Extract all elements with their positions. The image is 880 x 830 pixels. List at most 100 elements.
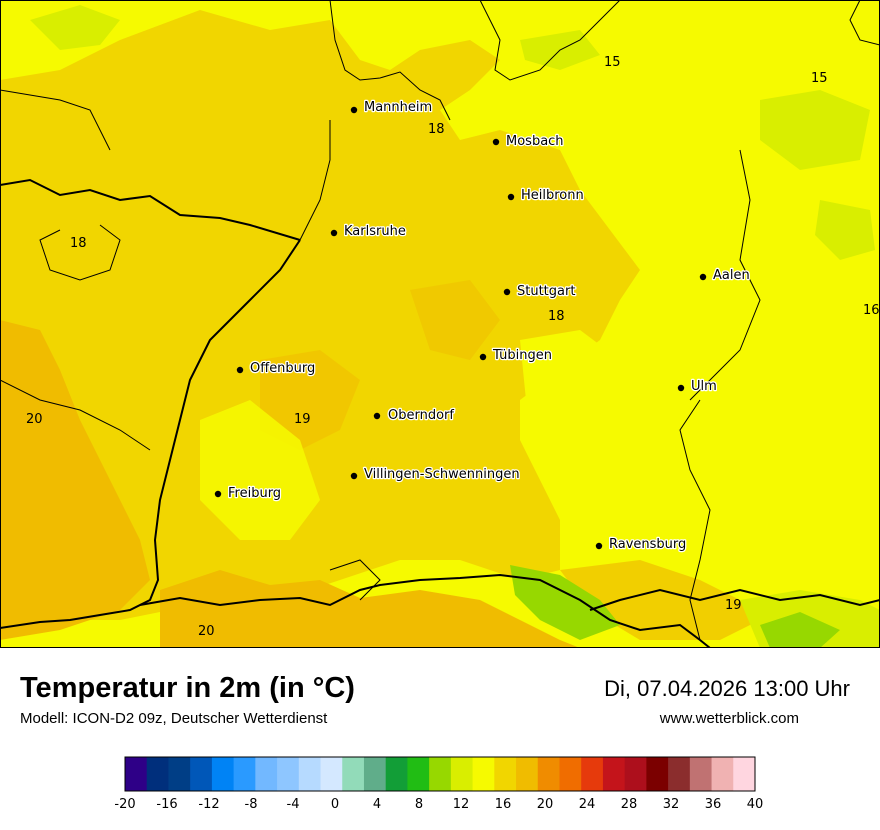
legend-swatch <box>602 757 626 791</box>
legend-swatch <box>342 757 365 791</box>
city-dot <box>350 472 358 480</box>
city-dot <box>373 412 381 420</box>
city-label: Mosbach <box>506 134 564 149</box>
city-label: Freiburg <box>228 486 281 501</box>
city-stuttgart: Stuttgart <box>503 283 577 300</box>
legend-tick-label: -12 <box>198 797 219 812</box>
legend-swatch <box>668 757 691 791</box>
map-title: Temperatur in 2m (in °C) <box>20 672 355 704</box>
city-label: Ravensburg <box>609 537 686 552</box>
city-dot <box>492 138 500 146</box>
website-link[interactable]: www.wetterblick.com <box>659 710 799 727</box>
legend-swatch <box>320 757 343 791</box>
isoline-label: 18 <box>70 236 87 251</box>
legend-swatch <box>363 757 387 791</box>
temperature-zone-19b <box>410 280 500 360</box>
legend-swatch <box>733 757 756 791</box>
legend-swatch <box>559 757 582 791</box>
cool-patch-alps <box>510 565 620 640</box>
city-dot <box>236 366 244 374</box>
city-dot <box>350 106 358 114</box>
city-dot <box>677 384 685 392</box>
legend-swatches <box>125 757 756 791</box>
legend-swatch <box>298 757 322 791</box>
temperature-zone-16-black-forest <box>200 400 320 540</box>
temperature-zone-20 <box>0 320 150 640</box>
legend-tick-label: 0 <box>331 797 339 812</box>
isoline-label: 19 <box>294 412 311 427</box>
city-label: Heilbronn <box>521 188 584 203</box>
city-freiburg: Freiburg <box>214 485 282 502</box>
cool-patch-alps-deep <box>760 612 840 648</box>
isoline-label: 18 <box>428 122 445 137</box>
legend-swatch <box>211 757 235 791</box>
isoline-label: 20 <box>26 412 43 427</box>
temperature-zone-19 <box>260 350 360 450</box>
city-offenburg: Offenburg <box>236 360 317 377</box>
legend-tick-label: 28 <box>621 797 638 812</box>
model-source: Modell: ICON-D2 09z, Deutscher Wetterdie… <box>20 710 328 727</box>
legend-swatch <box>624 757 647 791</box>
city-mannheim: Mannheim <box>350 99 433 116</box>
legend-swatch <box>255 757 278 791</box>
legend-ticks: -20 -16 -12 -8 -4 0 4 8 12 16 20 24 28 32 36 40 <box>114 797 763 812</box>
city-label: Karlsruhe <box>344 224 406 239</box>
legend-swatch <box>689 757 713 791</box>
city-dot <box>214 490 222 498</box>
legend-tick-label: -8 <box>245 797 258 812</box>
legend-tick-label: -16 <box>156 797 177 812</box>
city-dot <box>503 288 511 296</box>
legend-swatch <box>646 757 669 791</box>
legend-swatch <box>277 757 300 791</box>
city-dot <box>699 273 707 281</box>
city-label: Villingen-Schwenningen <box>364 467 520 482</box>
legend-tick-label: 36 <box>705 797 722 812</box>
city-tuebingen: Tübingen <box>479 347 553 364</box>
legend-swatch <box>516 757 539 791</box>
legend-tick-label: 24 <box>579 797 596 812</box>
legend-swatch <box>494 757 517 791</box>
city-heilbronn: Heilbronn <box>507 187 585 204</box>
legend-tick-label: 40 <box>747 797 764 812</box>
city-label: Oberndorf <box>388 408 454 423</box>
cool-patch-northeast <box>760 90 870 170</box>
isoline-label: 15 <box>811 71 828 86</box>
color-legend: -20 -16 -12 -8 -4 0 4 8 12 16 20 24 28 32 36 40 <box>114 756 763 812</box>
legend-swatch <box>168 757 191 791</box>
temperature-zone-18 <box>0 10 640 640</box>
legend-swatch <box>472 757 495 791</box>
legend-tick-label: 16 <box>495 797 512 812</box>
legend-swatch <box>450 757 474 791</box>
legend-frame <box>124 756 756 792</box>
city-aalen: Aalen <box>699 267 751 284</box>
temperature-map: 15 15 18 18 18 16 20 19 20 19 Mannheim M… <box>0 0 880 648</box>
city-dot <box>595 542 603 550</box>
isoline-label: 19 <box>725 598 742 613</box>
legend-swatch <box>581 757 604 791</box>
legend-swatch <box>146 757 169 791</box>
city-ulm: Ulm <box>677 378 718 395</box>
legend-tick-label: -4 <box>287 797 300 812</box>
city-label: Offenburg <box>250 361 315 376</box>
isoline-label: 20 <box>198 624 215 639</box>
city-karlsruhe: Karlsruhe <box>330 223 407 240</box>
temperature-zone-20-south <box>160 570 580 648</box>
legend-swatch <box>407 757 430 791</box>
legend-tick-label: 32 <box>663 797 680 812</box>
cool-patch-east <box>815 200 875 260</box>
legend-swatch <box>125 757 148 791</box>
city-villingen-schwenningen: Villingen-Schwenningen <box>350 466 521 483</box>
city-label: Mannheim <box>364 100 432 115</box>
isoline-label: 15 <box>604 55 621 70</box>
legend-swatch <box>233 757 256 791</box>
legend-swatch <box>537 757 560 791</box>
isoline-label: 16 <box>863 303 880 318</box>
temperature-zone-16 <box>540 40 880 570</box>
legend-tick-label: 20 <box>537 797 554 812</box>
legend-tick-label: 8 <box>415 797 423 812</box>
legend-tick-label: -20 <box>114 797 135 812</box>
city-oberndorf: Oberndorf <box>373 407 456 424</box>
city-mosbach: Mosbach <box>492 133 565 150</box>
city-label: Stuttgart <box>517 284 575 299</box>
city-label: Aalen <box>713 268 750 283</box>
